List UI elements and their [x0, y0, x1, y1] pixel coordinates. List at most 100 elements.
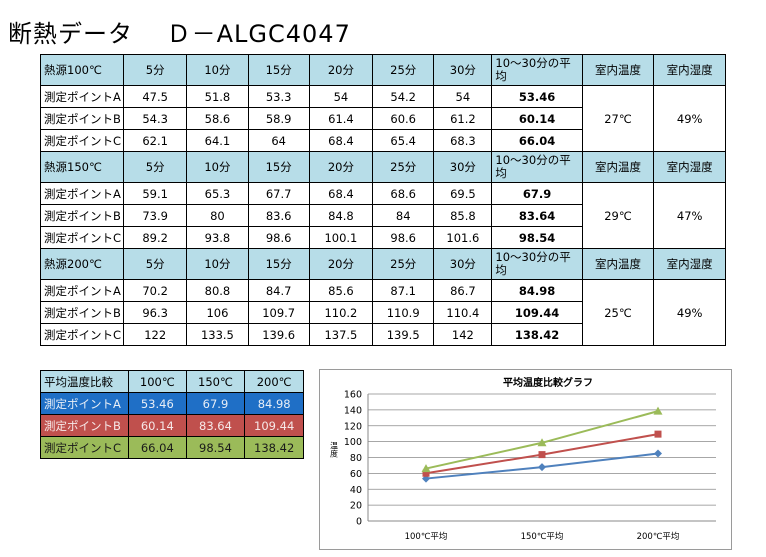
temperature-cell: 59.1: [123, 182, 188, 205]
measure-point-label: 測定ポイントA: [39, 279, 125, 302]
temperature-cell: 53.3: [247, 85, 310, 108]
temperature-cell: 84.7: [247, 279, 310, 302]
temperature-cell: 60.6: [372, 107, 435, 130]
comparison-row: 測定ポイントB 60.14 83.64 109.44: [39, 414, 304, 437]
temperature-cell: 83.6: [247, 204, 310, 227]
average-value-cell: 109.44: [244, 414, 304, 437]
data-point: [653, 406, 663, 415]
temperature-cell: 65.3: [186, 182, 249, 205]
column-header: 室内湿度: [653, 151, 726, 183]
average-comparison-table: 平均温度比較 100℃ 150℃ 200℃ 測定ポイントA 53.46 67.9 84.98 測…: [39, 370, 304, 459]
y-tick-label: 160: [344, 390, 362, 401]
average-cell: 98.54: [491, 226, 583, 249]
room-temperature-cell: 25℃: [581, 279, 655, 346]
room-humidity-cell: 47%: [653, 182, 726, 249]
temperature-cell: 47.5: [123, 85, 188, 108]
column-header: 30分: [433, 151, 493, 183]
measure-point-label: 測定ポイントB: [39, 204, 125, 227]
comparison-header-cell: 平均温度比較: [39, 370, 130, 393]
data-point: [538, 463, 546, 472]
table-row: 測定ポイントB 96.3 106 109.7 110.2 110.9 110.4 109.44: [39, 301, 726, 324]
y-axis-label: 温度: [330, 442, 339, 459]
temperature-cell: 98.6: [247, 226, 310, 249]
comparison-header-row: 平均温度比較 100℃ 150℃ 200℃: [39, 370, 304, 393]
temperature-cell: 80.8: [186, 279, 249, 302]
temperature-cell: 84: [372, 204, 435, 227]
table-row: 測定ポイントC 62.1 64.1 64 68.4 65.4 68.3 66.04: [39, 129, 726, 152]
temperature-cell: 142: [433, 323, 493, 346]
temperature-cell: 61.4: [308, 107, 374, 130]
temperature-cell: 58.9: [247, 107, 310, 130]
temperature-cell: 54.2: [372, 85, 435, 108]
insulation-data-table: 熱源100℃ 5分 10分 15分 20分 25分 30分 10～30分の平均 室内温度 室内湿度…: [39, 54, 726, 346]
x-tick-label: 150℃平均: [521, 531, 564, 542]
data-point: [537, 438, 547, 447]
room-humidity-cell: 49%: [653, 85, 726, 152]
temperature-cell: 87.1: [372, 279, 435, 302]
column-header: 室内湿度: [653, 54, 726, 86]
y-tick-label: 40: [350, 485, 362, 496]
temperature-cell: 85.8: [433, 204, 493, 227]
comparison-header-cell: 150℃: [185, 370, 246, 393]
temperature-cell: 61.2: [433, 107, 493, 130]
heat-source-label: 熱源100℃: [39, 54, 125, 86]
data-point: [422, 469, 430, 477]
average-value-cell: 53.46: [128, 392, 187, 415]
temperature-cell: 54: [308, 85, 374, 108]
temperature-cell: 101.6: [433, 226, 493, 249]
temperature-cell: 68.4: [308, 129, 374, 152]
column-header: 室内湿度: [653, 248, 726, 280]
temperature-cell: 68.6: [372, 182, 435, 205]
column-header: 5分: [123, 54, 188, 86]
column-header: 5分: [123, 151, 188, 183]
column-header: 室内温度: [581, 151, 655, 183]
temperature-cell: 106: [186, 301, 249, 324]
average-value-cell: 83.64: [185, 414, 246, 437]
column-header: 15分: [247, 54, 310, 86]
temperature-cell: 139.5: [372, 323, 435, 346]
room-humidity-cell: 49%: [653, 279, 726, 346]
temperature-cell: 84.8: [308, 204, 374, 227]
column-header: 10分: [186, 54, 249, 86]
temperature-cell: 73.9: [123, 204, 188, 227]
y-tick-label: 140: [344, 405, 362, 416]
temperature-cell: 54.3: [123, 107, 188, 130]
measure-point-label: 測定ポイントA: [39, 182, 125, 205]
y-tick-label: 100: [344, 437, 362, 448]
temperature-cell: 85.6: [308, 279, 374, 302]
column-header: 15分: [247, 248, 310, 280]
measure-point-label: 測定ポイントB: [39, 107, 125, 130]
average-temperature-chart: 平均温度比較グラフ 0 20 40 60 80 100 120 140 160 温度 100℃平均 15…: [319, 369, 732, 550]
column-header: 30分: [433, 54, 493, 86]
measure-point-label: 測定ポイントA: [39, 85, 125, 108]
comparison-header-cell: 100℃: [128, 370, 187, 393]
measure-point-label: 測定ポイントC: [39, 129, 125, 152]
comparison-row: 測定ポイントC 66.04 98.54 138.42: [39, 436, 304, 459]
x-tick-label: 200℃平均: [637, 531, 680, 542]
temperature-cell: 100.1: [308, 226, 374, 249]
temperature-cell: 86.7: [433, 279, 493, 302]
y-tick-label: 80: [350, 453, 362, 464]
average-cell: 83.64: [491, 204, 583, 227]
temperature-cell: 109.7: [247, 301, 310, 324]
data-point: [654, 430, 662, 438]
data-point: [421, 464, 431, 473]
x-tick-label: 100℃平均: [405, 531, 448, 542]
y-tick-label: 120: [344, 421, 362, 432]
table-row: 測定ポイントA 47.5 51.8 53.3 54 54.2 54 53.46 27℃ 49%: [39, 85, 726, 152]
temperature-cell: 98.6: [372, 226, 435, 249]
data-point: [654, 449, 662, 458]
measure-point-label: 測定ポイントB: [39, 414, 130, 437]
measure-point-label: 測定ポイントC: [39, 436, 130, 459]
table-row: 測定ポイントB 54.3 58.6 58.9 61.4 60.6 61.2 60.14: [39, 107, 726, 130]
heat-source-label: 熱源200℃: [39, 248, 125, 280]
table-row: 測定ポイントB 73.9 80 83.6 84.8 84 85.8 83.64: [39, 204, 726, 227]
room-temperature-cell: 29℃: [581, 182, 655, 249]
average-cell: 84.98: [491, 279, 583, 302]
comparison-header-cell: 200℃: [244, 370, 304, 393]
column-header: 25分: [372, 54, 435, 86]
table-row: 測定ポイントA 59.1 65.3 67.7 68.4 68.6 69.5 67.9 29℃ 47…: [39, 182, 726, 249]
column-header: 室内温度: [581, 54, 655, 86]
temperature-cell: 51.8: [186, 85, 249, 108]
average-value-cell: 98.54: [185, 436, 246, 459]
